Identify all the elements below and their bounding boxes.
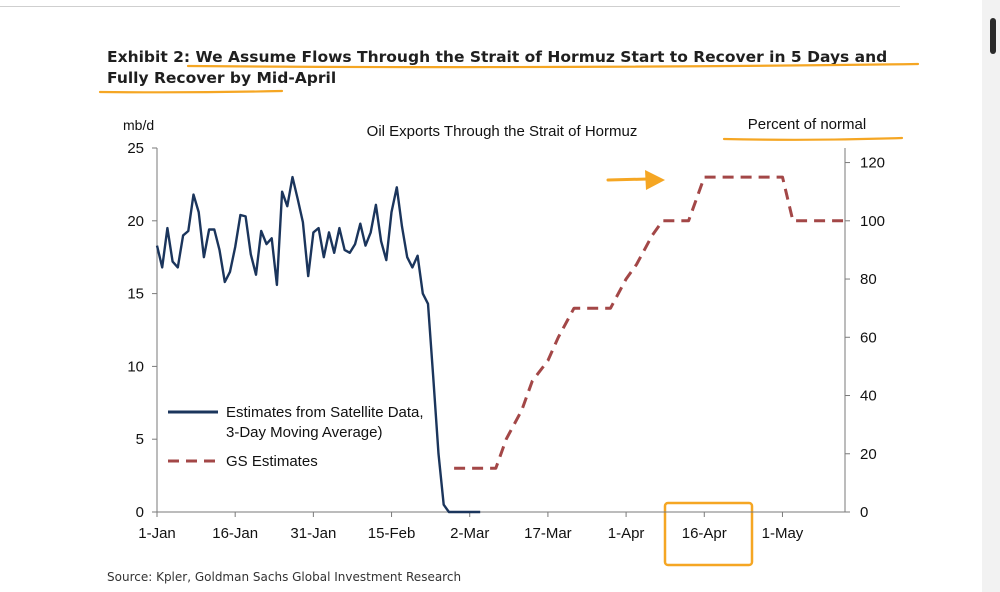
percent-label-underline	[722, 136, 904, 141]
y-right-tick-label: 20	[860, 446, 877, 463]
y-left-tick-label: 15	[127, 286, 144, 303]
satellite-estimates-line	[155, 175, 481, 514]
scroll-edge[interactable]	[982, 0, 1000, 592]
title-underline-2	[98, 89, 284, 94]
axes: 0 5 10 15 20 25 0 20 40 60 80 100 120 1-Jan 16-Jan 31-J…	[127, 140, 885, 542]
exhibit-label: Exhibit 2:	[107, 48, 191, 66]
x-tick-label: 1-Jan	[138, 525, 176, 542]
title-underline-1	[186, 62, 920, 69]
x-tick-label: 16-Apr	[682, 525, 727, 542]
chart-title: Oil Exports Through the Strait of Hormuz	[367, 123, 638, 140]
scrollbar-thumb[interactable]	[990, 18, 996, 54]
y-left-tick-label: 10	[127, 358, 144, 375]
arrowhead-icon	[645, 170, 665, 190]
y-left-tick-label: 25	[127, 140, 144, 157]
x-tick-label: 17-Mar	[524, 525, 572, 542]
y-right-tick-label: 80	[860, 271, 877, 288]
x-tick-label: 16-Jan	[212, 525, 258, 542]
y-right-tick-label: 120	[860, 155, 885, 172]
x-tick-label: 2-Mar	[450, 525, 489, 542]
legend-label-satellite: Estimates from Satellite Data, 3-Day Movi…	[226, 404, 424, 441]
series-group	[155, 175, 845, 514]
x-tick-label: 1-May	[762, 525, 804, 542]
y-right-axis-label: Percent of normal	[748, 116, 866, 133]
arrow-icon	[606, 177, 650, 182]
y-left-tick-label: 0	[136, 504, 144, 521]
y-left-tick-label: 5	[136, 431, 144, 448]
x-tick-label: 15-Feb	[368, 525, 416, 542]
y-left-axis-label: mb/d	[123, 117, 154, 133]
source-note: Source: Kpler, Goldman Sachs Global Inve…	[107, 570, 462, 584]
top-divider	[0, 6, 900, 7]
y-right-tick-label: 40	[860, 388, 877, 405]
highlight-annotations	[98, 62, 920, 567]
gs-estimates-line	[454, 175, 845, 470]
y-right-tick-label: 100	[860, 213, 885, 230]
y-right-tick-label: 0	[860, 504, 868, 521]
y-right-tick-label: 60	[860, 329, 877, 346]
highlight-box-16-apr	[663, 501, 754, 567]
exhibit-headline: We Assume Flows Through the Strait of Ho…	[107, 48, 888, 87]
x-tick-label: 1-Apr	[608, 525, 645, 542]
legend-label-gs: GS Estimates	[226, 453, 318, 470]
exhibit-title: Exhibit 2: We Assume Flows Through the S…	[107, 47, 907, 89]
x-tick-label: 31-Jan	[290, 525, 336, 542]
y-left-tick-label: 20	[127, 213, 144, 230]
legend: Estimates from Satellite Data, 3-Day Movi…	[168, 404, 424, 470]
